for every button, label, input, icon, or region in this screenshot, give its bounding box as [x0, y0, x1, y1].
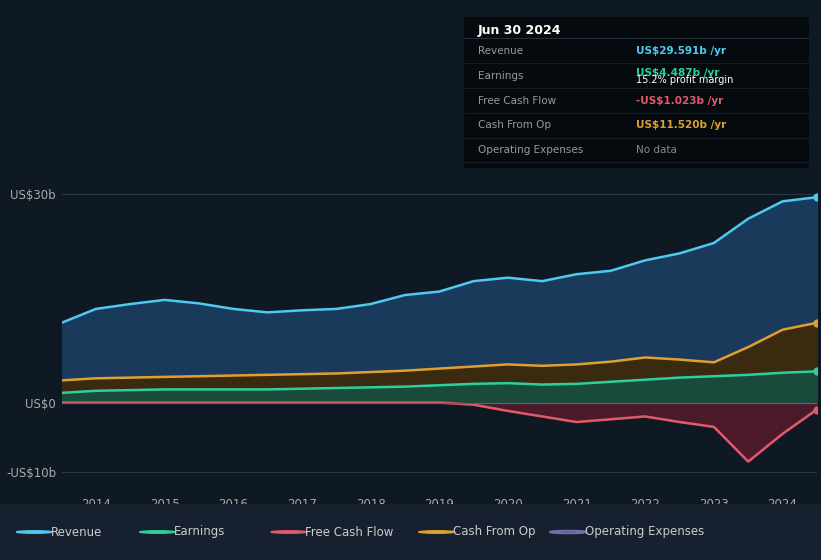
- Circle shape: [271, 531, 307, 533]
- Text: Earnings: Earnings: [174, 525, 226, 539]
- Text: US$29.591b /yr: US$29.591b /yr: [636, 46, 727, 56]
- Text: 15.2% profit margin: 15.2% profit margin: [636, 75, 734, 85]
- Text: Operating Expenses: Operating Expenses: [585, 525, 704, 539]
- Text: US$11.520b /yr: US$11.520b /yr: [636, 120, 727, 130]
- Text: Jun 30 2024: Jun 30 2024: [478, 25, 562, 38]
- Text: Free Cash Flow: Free Cash Flow: [305, 525, 394, 539]
- Text: Operating Expenses: Operating Expenses: [478, 145, 583, 155]
- Text: Earnings: Earnings: [478, 71, 523, 81]
- Text: Cash From Op: Cash From Op: [453, 525, 535, 539]
- Circle shape: [419, 531, 455, 533]
- Text: US$4.487b /yr: US$4.487b /yr: [636, 68, 720, 78]
- Circle shape: [140, 531, 176, 533]
- Text: Revenue: Revenue: [51, 525, 103, 539]
- Circle shape: [16, 531, 53, 533]
- Text: No data: No data: [636, 145, 677, 155]
- Text: Free Cash Flow: Free Cash Flow: [478, 96, 556, 105]
- Text: -US$1.023b /yr: -US$1.023b /yr: [636, 96, 723, 105]
- Text: Revenue: Revenue: [478, 46, 523, 56]
- Text: Cash From Op: Cash From Op: [478, 120, 551, 130]
